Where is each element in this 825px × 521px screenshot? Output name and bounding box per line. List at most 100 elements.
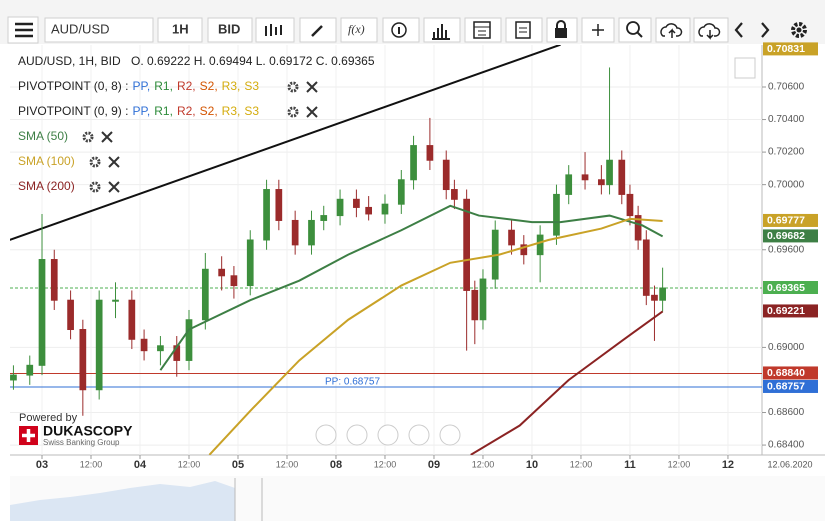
close-icon[interactable]	[108, 156, 120, 168]
close-icon[interactable]	[108, 181, 120, 193]
candle-body	[463, 198, 470, 291]
powered-by: Powered by	[19, 412, 78, 424]
brand-sub: Swiss Banking Group	[43, 438, 120, 447]
settings-icon[interactable]	[287, 106, 299, 118]
upload-button[interactable]	[655, 17, 691, 43]
settings-icon[interactable]	[82, 131, 94, 143]
candle-body	[410, 145, 417, 181]
sma-legend: SMA (200)	[18, 179, 75, 193]
settings-icon[interactable]	[89, 181, 101, 193]
candle-body	[79, 329, 87, 391]
sma-legend: SMA (50)	[18, 129, 68, 143]
candle-body	[230, 275, 238, 287]
zoom-button[interactable]	[618, 17, 652, 43]
candle-body	[95, 299, 103, 391]
brand-name: DUKASCOPY	[43, 423, 133, 439]
candle-body	[397, 179, 405, 205]
candle-body	[336, 198, 344, 217]
pivot-level: R1,	[154, 79, 173, 93]
candle-body	[565, 174, 573, 195]
price-label: 0.69777	[767, 215, 805, 227]
pivot-name: PIVOTPOINT (0, 8) :	[18, 79, 128, 93]
candle-body	[112, 299, 119, 302]
candle-body	[365, 206, 373, 215]
fx-button[interactable]: f(x)	[340, 17, 378, 43]
symbol-input[interactable]: AUD/USD	[44, 17, 154, 43]
draw-button[interactable]	[299, 17, 337, 43]
candle-body	[140, 338, 148, 352]
settings-button[interactable]	[791, 22, 807, 38]
pivot-level: PP,	[132, 104, 150, 118]
pivot-level: R1,	[154, 104, 173, 118]
y-tick-label: 0.70400	[768, 114, 805, 125]
candle-body	[10, 374, 17, 381]
x-tick-label: 08	[330, 459, 342, 471]
candle-body	[381, 203, 389, 215]
volume-button[interactable]	[423, 17, 461, 43]
candle-body	[508, 229, 515, 246]
candle-body	[618, 159, 626, 195]
x-tick-label: 12:00	[472, 459, 495, 469]
prev-button[interactable]	[734, 22, 743, 38]
popout-button[interactable]	[734, 57, 756, 79]
side-button[interactable]: BID	[207, 17, 253, 43]
x-tick-label: 04	[134, 459, 147, 471]
info-button[interactable]	[382, 17, 420, 43]
candle-body	[67, 299, 74, 331]
level-caption: PP: 0.68757	[325, 377, 380, 388]
pivot-name: PIVOTPOINT (0, 9) :	[18, 104, 128, 118]
nav-right[interactable]	[439, 424, 461, 446]
nav-left[interactable]	[315, 424, 337, 446]
settings-icon[interactable]	[89, 156, 101, 168]
calendar-button[interactable]	[464, 17, 502, 43]
pivot-legend: PIVOTPOINT (0, 8) : PP, R1, R2, S2, R3, S3	[18, 79, 259, 93]
candle-body	[185, 319, 193, 361]
close-icon[interactable]	[101, 131, 113, 143]
pivot-level: R2,	[177, 104, 196, 118]
candle-body	[651, 294, 658, 301]
y-tick-label: 0.68600	[768, 407, 805, 418]
close-icon[interactable]	[306, 106, 318, 118]
candle-body	[426, 145, 434, 161]
candle-body	[642, 239, 650, 296]
candle-body	[218, 268, 226, 277]
y-tick-label: 0.69000	[768, 342, 805, 353]
price-label-bg	[763, 42, 818, 56]
candle-body	[634, 215, 642, 241]
zoom-out[interactable]	[346, 424, 368, 446]
ohlc: O. 0.69222 H. 0.69494 L. 0.69172 C. 0.69…	[131, 54, 375, 68]
y-tick-label: 0.70000	[768, 179, 805, 190]
date-label: 12.06.2020	[767, 459, 812, 469]
close-icon[interactable]	[306, 81, 318, 93]
x-tick-label: 12:00	[80, 459, 103, 469]
template-button[interactable]	[505, 17, 543, 43]
price-label-bg	[763, 379, 818, 393]
x-tick-label: 12:00	[668, 459, 691, 469]
candle-body	[291, 219, 299, 246]
crosshair-button[interactable]	[581, 17, 615, 43]
x-tick-label: 12:00	[374, 459, 397, 469]
download-button[interactable]	[693, 17, 729, 43]
candle-body	[320, 215, 328, 221]
settings-icon[interactable]	[287, 81, 299, 93]
fit[interactable]	[377, 424, 399, 446]
next-button[interactable]	[761, 22, 770, 38]
pivot-level: PP,	[132, 79, 150, 93]
x-tick-label: 10	[526, 459, 538, 471]
candle-body	[128, 299, 136, 340]
candle-body	[553, 193, 560, 236]
period-button[interactable]: 1H	[157, 17, 203, 43]
toolbar: AUD/USD 1H BID f(x)	[0, 0, 825, 44]
nav-controls	[315, 424, 461, 446]
price-label-bg	[763, 366, 818, 380]
zoom-in[interactable]	[408, 424, 430, 446]
pivot-level: S3	[244, 79, 259, 93]
sma-legend: SMA (100)	[18, 154, 75, 168]
y-tick-label: 0.69600	[768, 244, 805, 255]
price-label: 0.69221	[767, 305, 805, 317]
period: 1H	[172, 21, 189, 36]
chart-type-button[interactable]	[255, 17, 295, 43]
menu-button[interactable]	[7, 16, 39, 44]
lock-button[interactable]	[546, 17, 578, 43]
pivot-level: R3,	[222, 104, 241, 118]
